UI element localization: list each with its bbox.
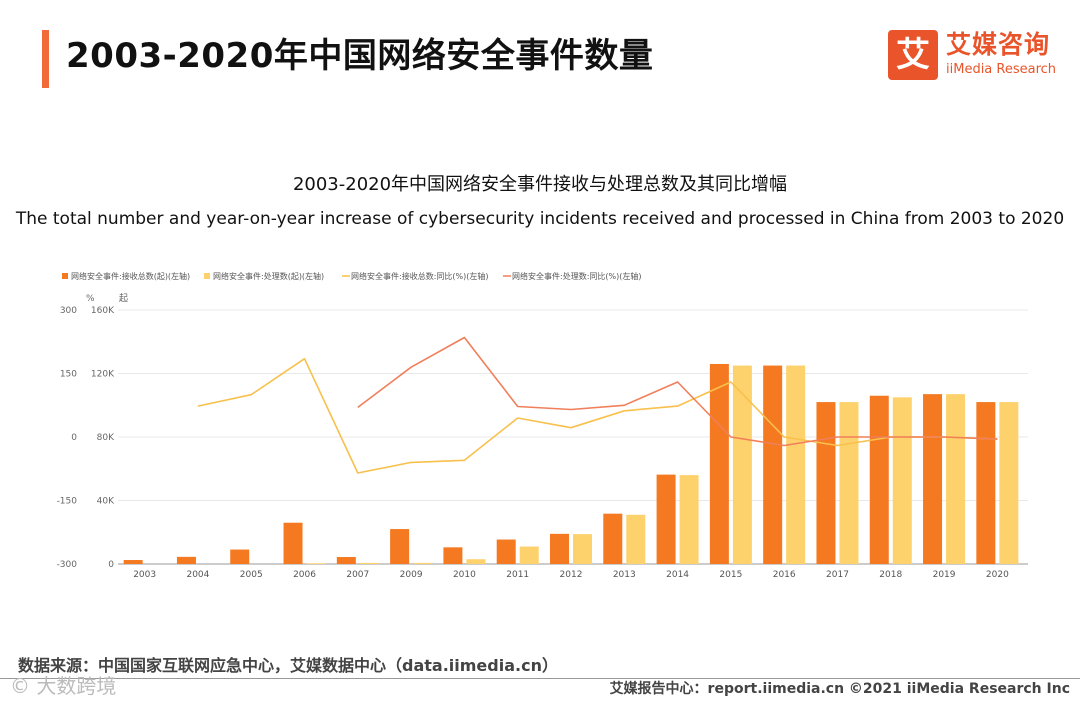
right-axis-tick: -150 [57,497,78,507]
bar-processed [892,397,912,564]
bar-processed [573,534,592,564]
legend-label: 网络安全事件:处理数(起)(左轴) [213,271,324,281]
right-axis-unit: % [86,294,95,304]
title-accent-bar [42,30,49,88]
right-axis-tick: 150 [60,370,77,380]
bar-received [496,539,516,564]
bar-received [816,402,836,564]
legend-label: 网络安全事件:接收总数:同比(%)(左轴) [351,271,488,281]
bar-processed [306,563,326,564]
bar-received [176,556,196,564]
x-axis-tick: 2015 [719,570,742,580]
bar-processed [679,475,699,564]
left-axis-tick: 160K [91,306,115,316]
right-axis-tick: 0 [71,433,77,443]
bar-received [443,547,463,564]
iimedia-logo: 艾 艾媒咨询 iiMedia Research [888,30,1063,82]
chart-subtitle: The total number and year-on-year increa… [15,209,1065,229]
page-title: 2003-2020年中国网络安全事件数量 [66,36,654,76]
footer-credit: 艾媒报告中心：report.iimedia.cn ©2021 iiMedia R… [609,681,1070,697]
x-axis-tick: 2005 [240,570,263,580]
bar-received [283,522,303,564]
bar-processed [999,402,1019,564]
bar-received [336,557,356,564]
bar-processed [732,365,752,564]
x-axis-tick: 2009 [400,570,423,580]
legend-label: 网络安全事件:接收总数(起)(左轴) [71,271,190,281]
bar-received [123,560,143,564]
x-axis-tick: 2019 [933,570,956,580]
logo-mark: 艾 [888,30,938,80]
bar-received [550,533,569,564]
legend-label: 网络安全事件:处理数:同比(%)(左轴) [512,271,641,281]
chart: 0 40K 80K 120K 160K -300 -150 0 150 300% 起 网络安全事件:接… [57,271,1028,580]
logo-chinese-name: 艾媒咨询 [946,30,1051,59]
left-axis-tick: 40K [97,497,115,507]
x-axis-tick: 2012 [560,570,583,580]
bar-received [709,363,729,564]
right-axis-tick: 300 [60,306,77,316]
bar-processed [626,514,646,564]
x-axis-tick: 2016 [773,570,796,580]
bar-received [603,513,623,564]
x-axis-tick: 2013 [613,570,636,580]
bar-received [230,549,250,564]
bar-processed [413,562,433,564]
x-axis-tick: 2003 [133,570,156,580]
x-axis-tick: 2007 [346,570,369,580]
left-axis-tick: 120K [91,370,115,380]
x-axis-tick: 2010 [453,570,476,580]
watermark: © 大数跨境 [10,674,117,698]
left-axis-unit: 起 [119,293,128,304]
line-received-yoy [197,357,998,474]
bar-received [763,365,783,564]
bar-received [976,402,996,564]
x-axis-tick: 2006 [293,570,316,580]
data-source: 数据来源：中国国家互联网应急中心，艾媒数据中心（data.iimedia.cn） [18,656,558,675]
bar-processed [786,365,806,564]
left-axis-tick: 0 [108,560,114,570]
line-processed-yoy [357,336,998,447]
x-axis-tick: 2004 [186,570,209,580]
bar-received [869,395,889,564]
bar-processed [359,562,379,564]
chart-title: 2003-2020年中国网络安全事件接收与处理总数及其同比增幅 [292,174,788,195]
legend-swatch [204,273,210,279]
x-axis-tick: 2020 [986,570,1009,580]
bar-received [923,394,943,564]
bar-processed [466,559,486,564]
logo-english-name: iiMedia Research [946,62,1057,77]
x-axis-tick: 2017 [826,570,849,580]
bar-received [656,474,676,564]
legend-swatch [62,273,68,279]
footer-divider [0,678,1080,679]
bar-processed [946,394,966,564]
x-axis-tick: 2018 [879,570,902,580]
bar-received [390,529,410,564]
right-axis-tick: -300 [57,560,78,570]
x-axis-tick: 2011 [506,570,529,580]
x-axis-tick: 2014 [666,570,689,580]
bar-processed [519,546,539,564]
bar-processed [839,402,859,564]
left-axis-tick: 80K [97,433,115,443]
